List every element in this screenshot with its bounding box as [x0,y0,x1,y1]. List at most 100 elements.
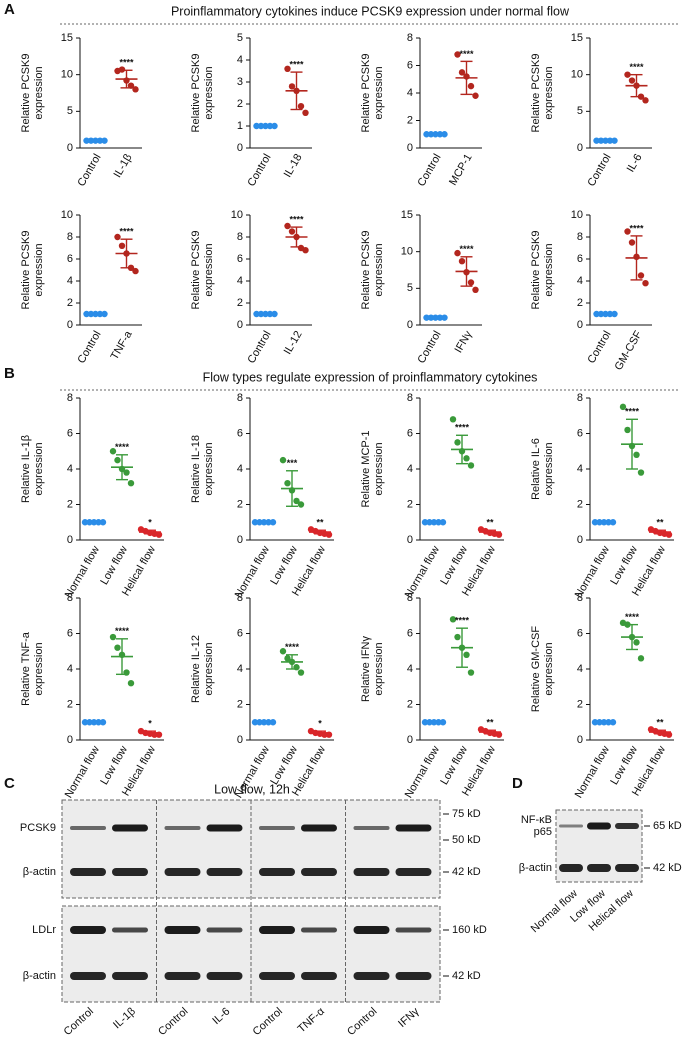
blot-band [164,972,201,980]
y-tick-label: 0 [237,534,243,546]
y-axis-label: expression [203,442,215,495]
y-tick-label: 2 [67,698,73,710]
panel-label: C [4,775,15,792]
blot-row-label: NF-κB [521,814,552,826]
y-tick-label: 15 [401,209,413,221]
significance: **** [459,244,474,254]
y-axis-label: Relative PCSK9 [20,54,32,133]
y-tick-label: 1 [237,120,243,132]
x-tick-label: IL-1β [112,152,135,180]
x-tick-label: Low flow [608,544,640,587]
data-point [463,651,470,658]
blot-row-label: β-actin [23,970,56,982]
y-axis-label: Relative PCSK9 [360,231,372,310]
y-axis-label: Relative TNF-a [20,631,32,706]
x-tick-label: Control [585,152,613,189]
significance: *** [287,458,298,468]
y-tick-label: 4 [577,463,583,475]
y-tick-label: 2 [237,297,243,309]
lane-label: Control [62,1005,96,1038]
significance: **** [119,58,134,68]
y-axis-label: expression [33,642,45,695]
x-tick-label: MCP-1 [447,152,475,188]
y-axis-label: expression [33,243,45,296]
blot-band [112,868,148,876]
significance: **** [455,616,470,626]
y-tick-label: 6 [67,253,73,265]
y-tick-label: 4 [577,275,583,287]
blot-band [301,824,337,832]
x-tick-label: Control [245,152,273,189]
data-point [109,633,117,641]
panel-label: A [4,1,15,18]
y-axis-label: Relative PCSK9 [530,231,542,310]
data-point [449,416,457,423]
y-tick-label: 2 [577,498,583,510]
y-axis-label: Relative IFNγ [360,635,372,702]
data-point [467,82,475,90]
lane-label: Control [345,1005,379,1038]
y-tick-label: 0 [237,319,243,331]
x-tick-label: Normal flow [403,744,442,800]
blot-band [164,926,201,934]
data-point [458,258,466,265]
y-axis-label: expression [33,66,45,119]
blot-row-label: β-actin [23,866,56,878]
data-point [127,680,135,687]
x-tick-label: Normal flow [63,744,102,800]
y-axis-label: Relative PCSK9 [360,54,372,133]
significance: **** [119,227,134,237]
y-tick-label: 2 [237,698,243,710]
size-marker: 75 kD [452,808,481,820]
x-tick-label: Normal flow [573,744,612,800]
y-tick-label: 6 [407,427,413,439]
data-point [302,109,309,117]
y-tick-label: 10 [571,209,583,221]
size-marker: 160 kD [452,924,487,936]
blot-band [112,972,148,980]
lane-label: Control [156,1005,190,1038]
blot-band [206,824,243,832]
data-point [624,228,631,235]
y-tick-label: 8 [67,392,73,404]
y-tick-label: 8 [67,231,73,243]
size-marker: 65 kD [653,820,682,832]
x-tick-label: Low flow [438,744,470,787]
y-tick-label: 4 [407,87,413,99]
y-axis-label: expression [543,243,555,296]
data-point [123,469,130,476]
significance: ** [486,518,494,528]
blot-band [353,926,390,934]
y-axis-label: expression [203,66,215,119]
y-tick-label: 4 [577,663,583,675]
data-point [114,233,121,241]
data-point [628,239,636,246]
data-point [454,439,461,446]
size-marker: 42 kD [653,862,682,874]
blot-band [206,868,243,876]
data-point [132,267,139,275]
blot-band [353,972,390,980]
y-tick-label: 4 [237,463,243,475]
blot-band [259,972,295,980]
data-point [155,531,163,538]
panel-title: Low flow, 12h [214,782,290,796]
significance: **** [455,423,470,433]
lane-label: Control [251,1005,285,1038]
y-tick-label: 0 [67,319,73,331]
y-tick-label: 0 [67,142,73,154]
y-tick-label: 4 [237,275,243,287]
x-tick-label: Control [75,329,103,366]
data-point [495,531,503,538]
data-point [458,69,466,76]
blot-band [206,927,243,933]
significance: **** [625,407,640,417]
blot-band [559,824,583,828]
blot-band [70,926,106,934]
y-axis-label: expression [203,243,215,296]
data-point [284,655,291,662]
y-tick-label: 10 [571,69,583,81]
y-tick-label: 0 [407,142,413,154]
significance: **** [629,223,644,233]
